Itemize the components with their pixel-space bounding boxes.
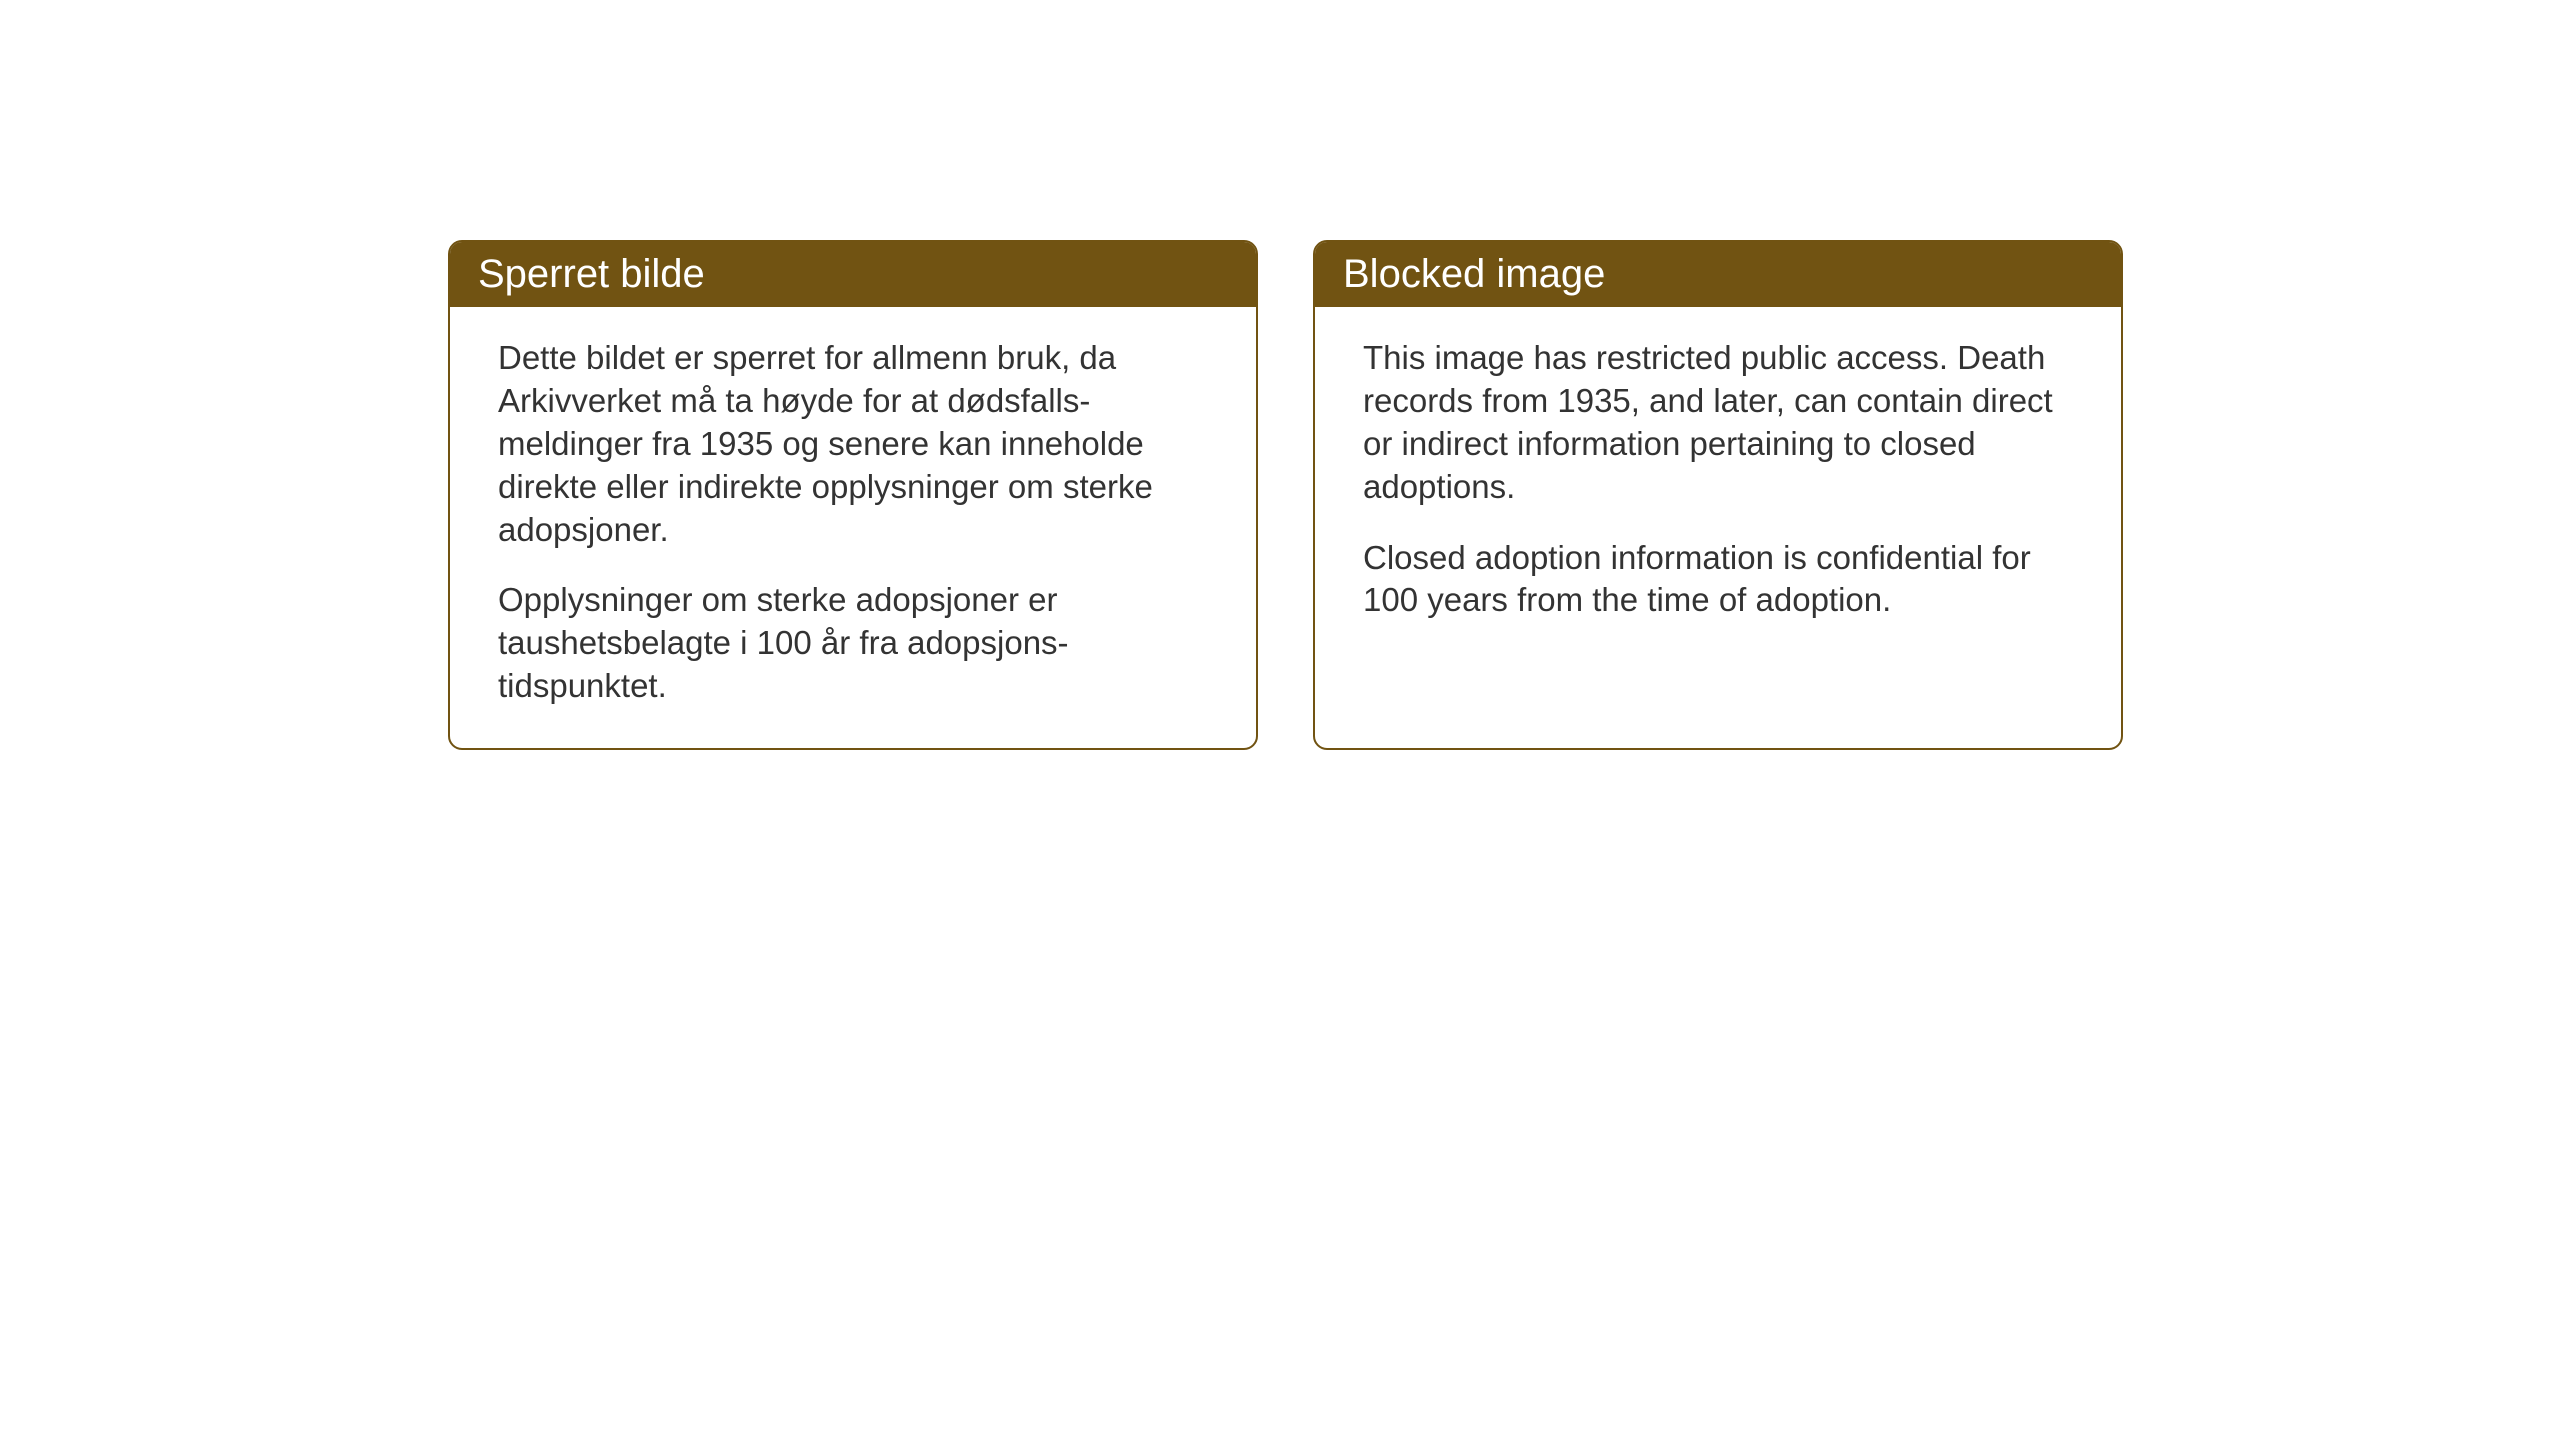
card-paragraph-2-norwegian: Opplysninger om sterke adopsjoner er tau… — [498, 579, 1208, 708]
card-header-english: Blocked image — [1315, 242, 2121, 307]
notice-card-norwegian: Sperret bilde Dette bildet er sperret fo… — [448, 240, 1258, 750]
card-paragraph-1-norwegian: Dette bildet er sperret for allmenn bruk… — [498, 337, 1208, 551]
card-paragraph-2-english: Closed adoption information is confident… — [1363, 537, 2073, 623]
card-title-norwegian: Sperret bilde — [478, 252, 705, 296]
notice-container: Sperret bilde Dette bildet er sperret fo… — [448, 240, 2123, 750]
notice-card-english: Blocked image This image has restricted … — [1313, 240, 2123, 750]
card-header-norwegian: Sperret bilde — [450, 242, 1256, 307]
card-body-norwegian: Dette bildet er sperret for allmenn bruk… — [450, 307, 1256, 748]
card-title-english: Blocked image — [1343, 252, 1605, 296]
card-paragraph-1-english: This image has restricted public access.… — [1363, 337, 2073, 509]
card-body-english: This image has restricted public access.… — [1315, 307, 2121, 662]
